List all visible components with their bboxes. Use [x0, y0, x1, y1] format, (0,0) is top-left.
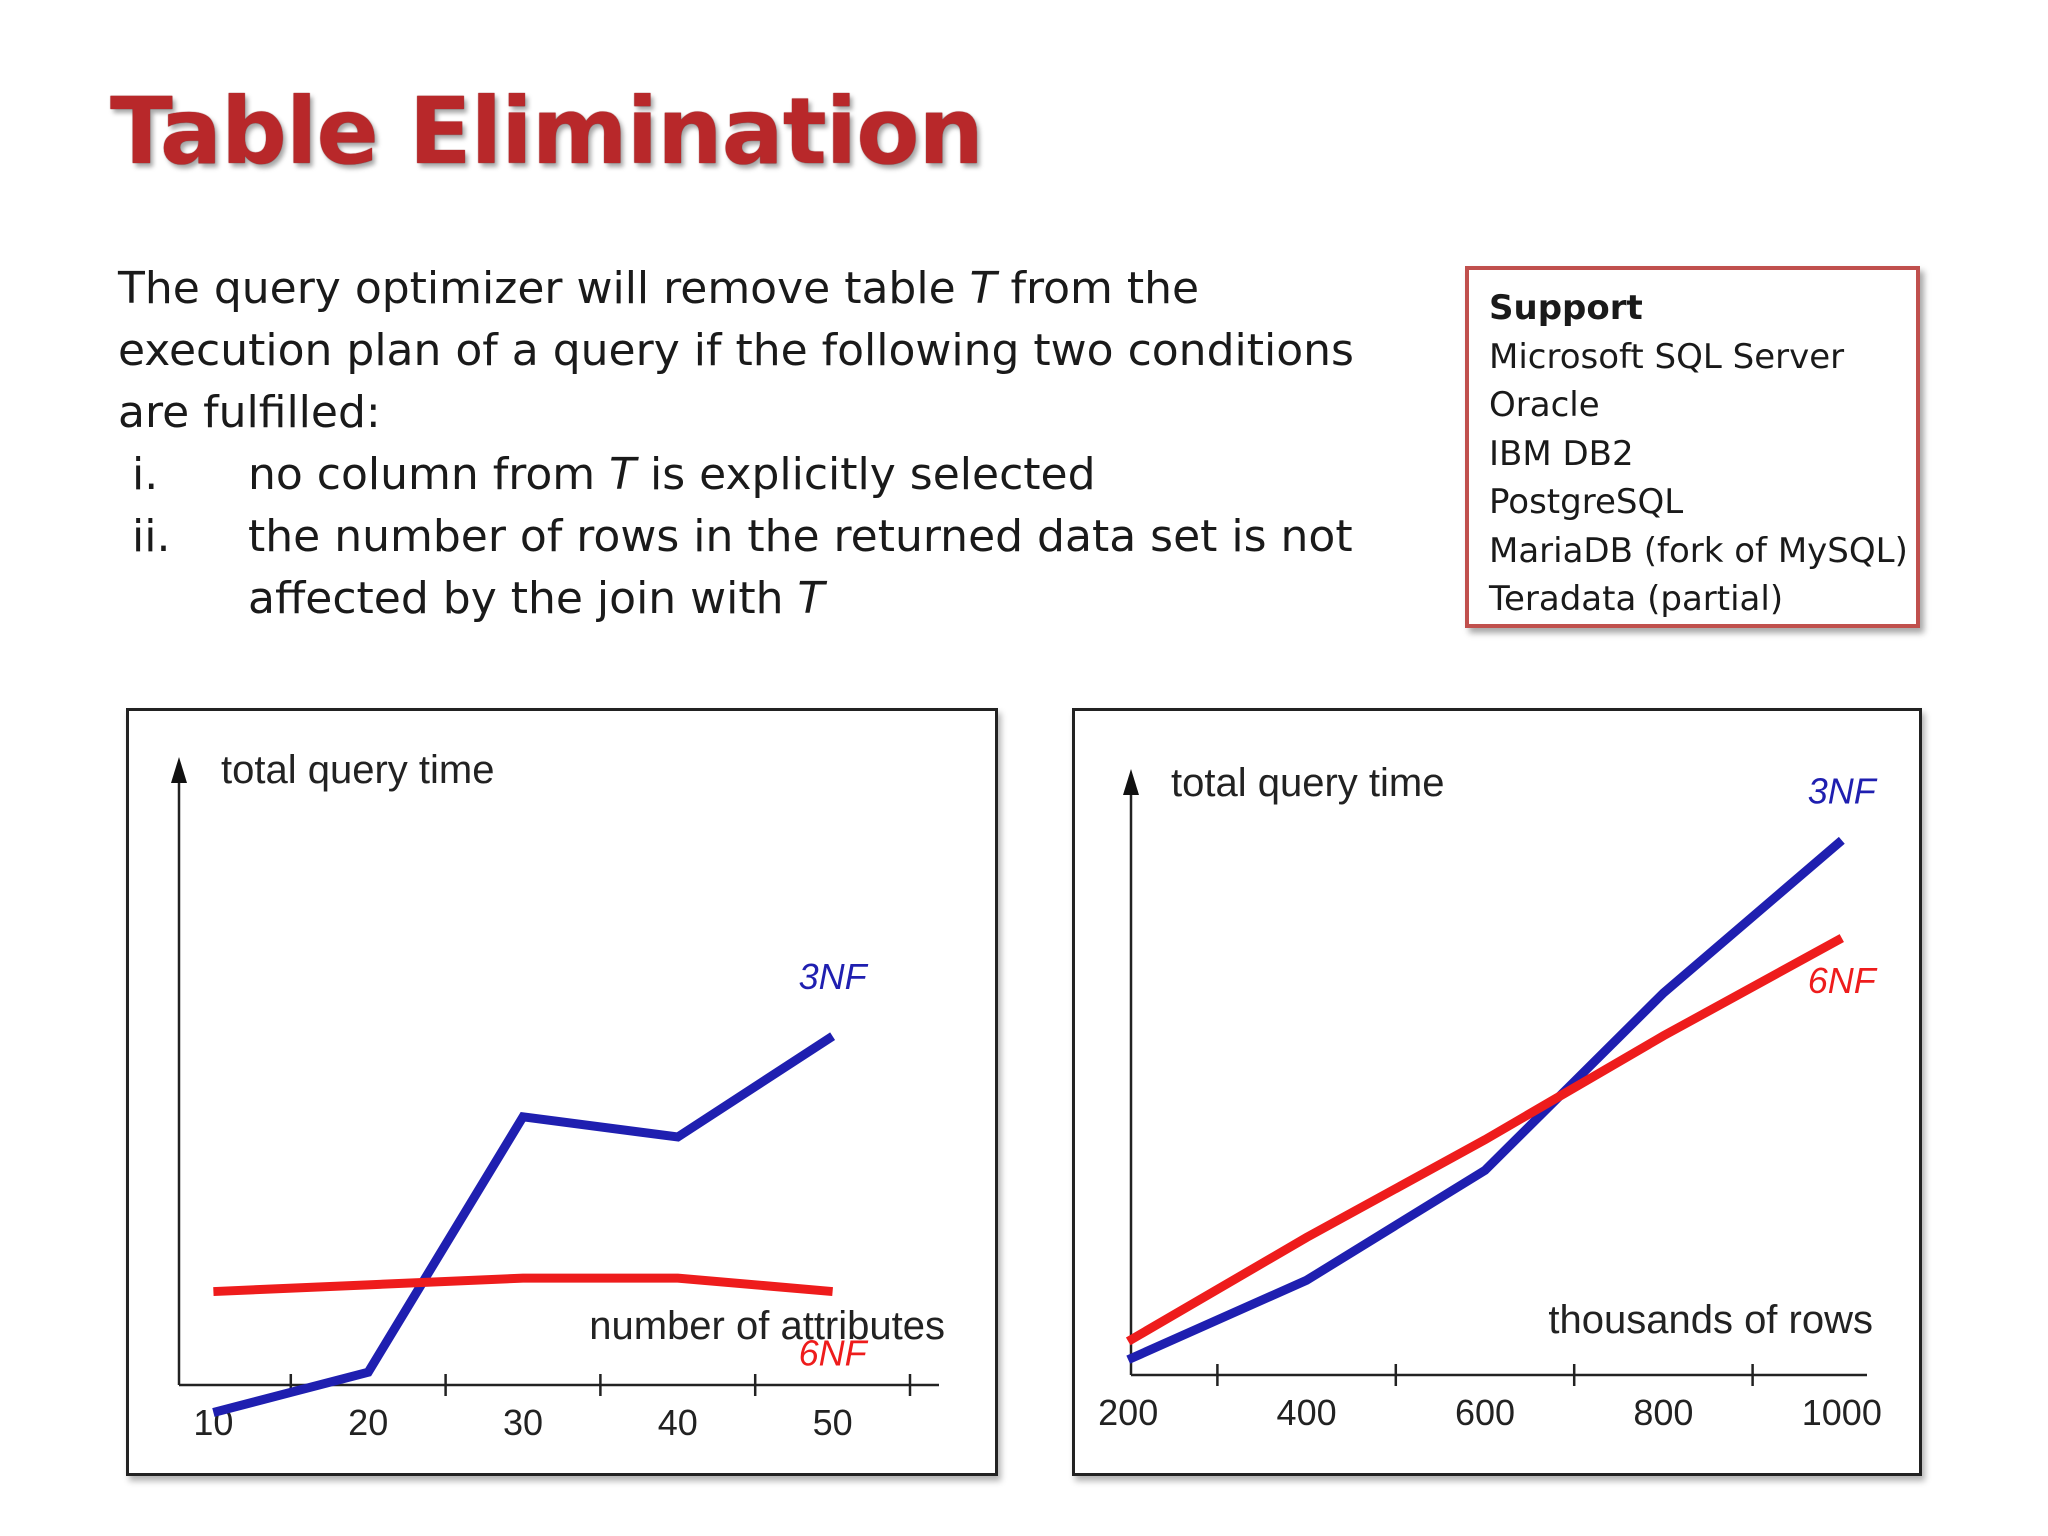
- slide-title: Table Elimination: [110, 78, 984, 185]
- support-item: IBM DB2: [1489, 433, 1634, 474]
- series-line-6nf: [1125, 934, 1844, 1346]
- support-heading: Support: [1489, 288, 1643, 328]
- support-item: Oracle: [1489, 385, 1600, 425]
- x-tick-label: 200: [1098, 1392, 1158, 1433]
- x-tick-label: 20: [348, 1402, 388, 1443]
- x-tick-label: 50: [813, 1402, 853, 1443]
- support-item: PostgreSQL: [1489, 482, 1684, 522]
- intro-text-block: The query optimizer will remove table T …: [118, 258, 1358, 630]
- x-tick-label: 400: [1277, 1392, 1337, 1433]
- condition-number: i.: [132, 449, 159, 500]
- series-label-3nf: 3NF: [799, 956, 869, 997]
- y-axis-arrow-icon: [171, 757, 187, 783]
- condition-number: ii.: [132, 511, 171, 562]
- x-tick-label: 600: [1455, 1392, 1515, 1433]
- condition-text: no column from T is explicitly selected: [248, 449, 1096, 500]
- chart-rows: 200 400 600 800 1000 total query time thousand…: [1072, 708, 1922, 1476]
- condition-item: ii. the number of rows in the returned d…: [118, 506, 1358, 630]
- support-item: Microsoft SQL Server: [1489, 336, 1845, 377]
- x-tick-label: 40: [658, 1402, 698, 1443]
- support-item: Teradata (partial): [1489, 579, 1784, 619]
- y-axis-arrow-icon: [1123, 769, 1139, 795]
- support-box: Support Microsoft SQL Server Oracle IBM …: [1465, 266, 1920, 628]
- series-line-3nf: [212, 1032, 836, 1417]
- series-label-3nf: 3NF: [1808, 771, 1878, 812]
- x-tick-label: 800: [1633, 1392, 1693, 1433]
- y-axis-label: total query time: [1171, 761, 1444, 805]
- condition-item: i. no column from T is explicitly select…: [118, 444, 1358, 506]
- chart-rows-svg: 200 400 600 800 1000 total query time thousand…: [1098, 761, 1882, 1433]
- x-tick-label: 30: [503, 1402, 543, 1443]
- support-item: MariaDB (fork of MySQL): [1489, 530, 1908, 571]
- series-label-6nf: 6NF: [1808, 960, 1878, 1001]
- x-axis-label: number of attributes: [589, 1304, 945, 1348]
- support-list: Microsoft SQL Server Oracle IBM DB2 Post…: [1489, 333, 1908, 624]
- condition-text: the number of rows in the returned data …: [248, 511, 1353, 624]
- y-axis-label: total query time: [221, 748, 494, 792]
- series-label-6nf: 6NF: [799, 1332, 869, 1373]
- series-line-6nf: [213, 1273, 833, 1297]
- chart-attributes: 10 20 30 40 50 total query time number of attr…: [126, 708, 998, 1476]
- x-tick-label: 1000: [1802, 1392, 1882, 1433]
- intro-paragraph: The query optimizer will remove table T …: [118, 263, 1354, 438]
- x-axis-label: thousands of rows: [1548, 1298, 1873, 1342]
- series-line-3nf: [1126, 836, 1845, 1364]
